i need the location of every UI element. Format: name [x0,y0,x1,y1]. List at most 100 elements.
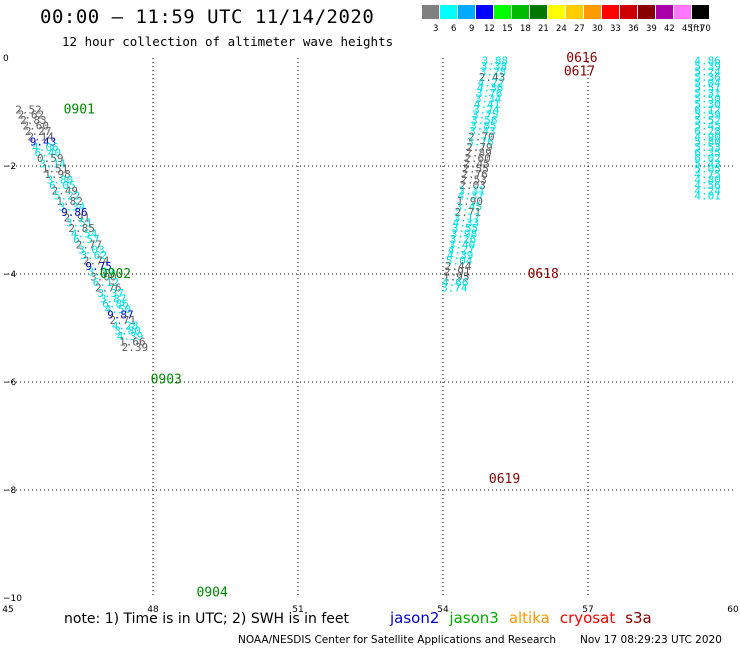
colorbar-swatch [458,5,475,19]
x-tick-label: 57 [582,605,593,615]
wave-height-label: 3.43 [469,125,496,138]
wave-height-label: 2.45 [463,157,490,170]
wave-height-label: 1.95 [443,271,470,284]
time-label: 0901 [64,102,95,117]
wave-height-label: 5.51 [694,82,721,95]
wave-height-label: 6.12 [694,103,721,116]
colorbar-unit: (ft) [690,24,703,34]
wave-height-label: 5.45 [694,120,721,133]
wave-height-label: 3.87 [100,292,127,305]
colorbar-label: 45 [682,24,693,34]
wave-height-label: 1.82 [56,195,82,208]
wave-height-label: 3.31 [458,184,485,197]
wave-height-label: 2.27 [25,125,51,138]
x-tick-label: 51 [292,605,303,615]
legend-item-cryosat: cryosat [559,609,616,627]
wave-height-label: 4.80 [694,174,721,187]
colorbar-label: 18 [520,24,531,34]
wave-height-label: 4.75 [694,168,721,181]
wave-height-label: 2.71 [110,314,137,327]
colorbar-label: 70 [700,24,711,34]
wave-height-label: 5.80 [694,136,721,149]
colorbar-swatch [656,5,673,19]
wave-height-label: 6.57 [73,233,100,246]
colorbar-label: 9 [469,24,475,34]
wave-height-label: 4.01 [694,190,721,203]
wave-height-label: 3.03 [78,244,105,257]
wave-height-label: 9.43 [30,136,57,149]
wave-height-label: 3.74 [441,282,468,295]
wave-height-label: 9.75 [85,260,112,273]
wave-height-label: 5.22 [54,190,81,203]
colorbar-label: 30 [592,24,603,34]
wave-height-label: 2.76 [461,168,488,181]
wave-height-label: 2.74 [83,255,110,268]
chart-subtitle: 12 hour collection of altimeter wave hei… [62,34,394,49]
wave-height-label: 5.52 [694,114,721,127]
wave-height-label: 3.45 [456,201,483,214]
wave-height-label: 5.36 [694,71,721,84]
colorbar-label: 15 [502,24,513,34]
wave-height-label: 2.91 [64,211,90,224]
colorbar-swatch [620,5,637,19]
colorbar-label: 3 [433,24,439,34]
y-tick-label: −2 [3,162,16,172]
wave-height-label: 1.66 [119,336,145,349]
colorbar-label: 36 [628,24,639,34]
time-label: 0618 [528,267,559,282]
wave-height-label: 2.76 [95,282,122,295]
wave-height-label: 4.41 [474,98,501,111]
wave-height-label: 4.54 [71,228,98,241]
colorbar-swatch [674,5,691,19]
wave-height-label: 5.43 [694,157,721,170]
y-tick-label: −8 [3,486,17,496]
wave-height-label: 6.35 [694,147,721,160]
wave-height-label: 2.39 [122,341,149,354]
wave-height-label: 3.80 [47,174,74,187]
time-label: 0904 [197,586,228,601]
wave-height-label: 3.38 [481,60,508,73]
colorbar-swatch [422,5,439,19]
wave-height-label: 0.59 [37,152,64,165]
wave-height-label: 3.39 [88,265,115,278]
wave-height-label: 4.56 [694,179,721,192]
colorbar-label: 12 [484,24,495,34]
wave-height-label: 2.03 [459,179,486,192]
wave-height-label: 5.24 [694,66,721,79]
wave-height-label: 3.88 [482,55,509,68]
legend-item-jason2: jason2 [390,609,440,627]
time-label: 0619 [489,472,520,487]
time-label: 0617 [564,65,595,80]
wave-height-label: 4.37 [458,190,485,203]
wave-height-label: 3.76 [467,136,494,149]
satellite-legend: jason2 jason3 altika cryosat s3a [390,609,662,627]
wave-height-label: 3.17 [454,211,481,224]
colorbar-swatch [602,5,619,19]
wave-height-label: 4.28 [112,319,138,332]
wave-height-label: 3.56 [471,114,498,127]
wave-height-label: 3.62 [81,249,108,262]
x-tick-label: 60 [727,605,739,615]
wave-height-label: 3.37 [97,287,124,300]
chart-title: 00:00 – 11:59 UTC 11/14/2020 [40,6,375,28]
colorbar-label: 24 [556,24,567,34]
wave-height-label: 3.24 [473,103,500,116]
x-tick-label: 54 [437,605,449,615]
legend-item-altika: altika [508,609,550,627]
colorbar-label: 42 [664,24,675,34]
wave-height-label: 1.51 [42,163,68,176]
wave-height-label: 2.60 [23,120,50,133]
colorbar-label: 21 [538,24,549,34]
wave-height-label: 2.43 [479,71,506,84]
time-label: 0616 [566,51,597,66]
y-tick-label: −4 [3,270,17,280]
colorbar-swatch [530,5,547,19]
wave-height-label: 2.79 [466,141,493,154]
footer-note: note: 1) Time is in UTC; 2) SWH is in fe… [64,611,350,627]
wave-height-label: 3.34 [59,201,86,214]
wave-height-label: 5.59 [694,109,721,122]
wave-height-label: 2.71 [455,206,482,219]
wave-height-label: 2.62 [18,109,44,122]
colorbar-swatch [494,5,511,19]
x-tick-label: 48 [147,605,159,615]
